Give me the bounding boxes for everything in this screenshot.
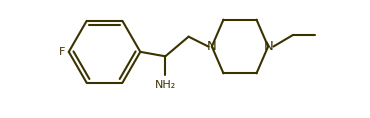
Text: F: F <box>59 47 65 57</box>
Text: N: N <box>263 40 273 53</box>
Text: N: N <box>207 40 217 53</box>
Text: NH₂: NH₂ <box>155 80 176 91</box>
